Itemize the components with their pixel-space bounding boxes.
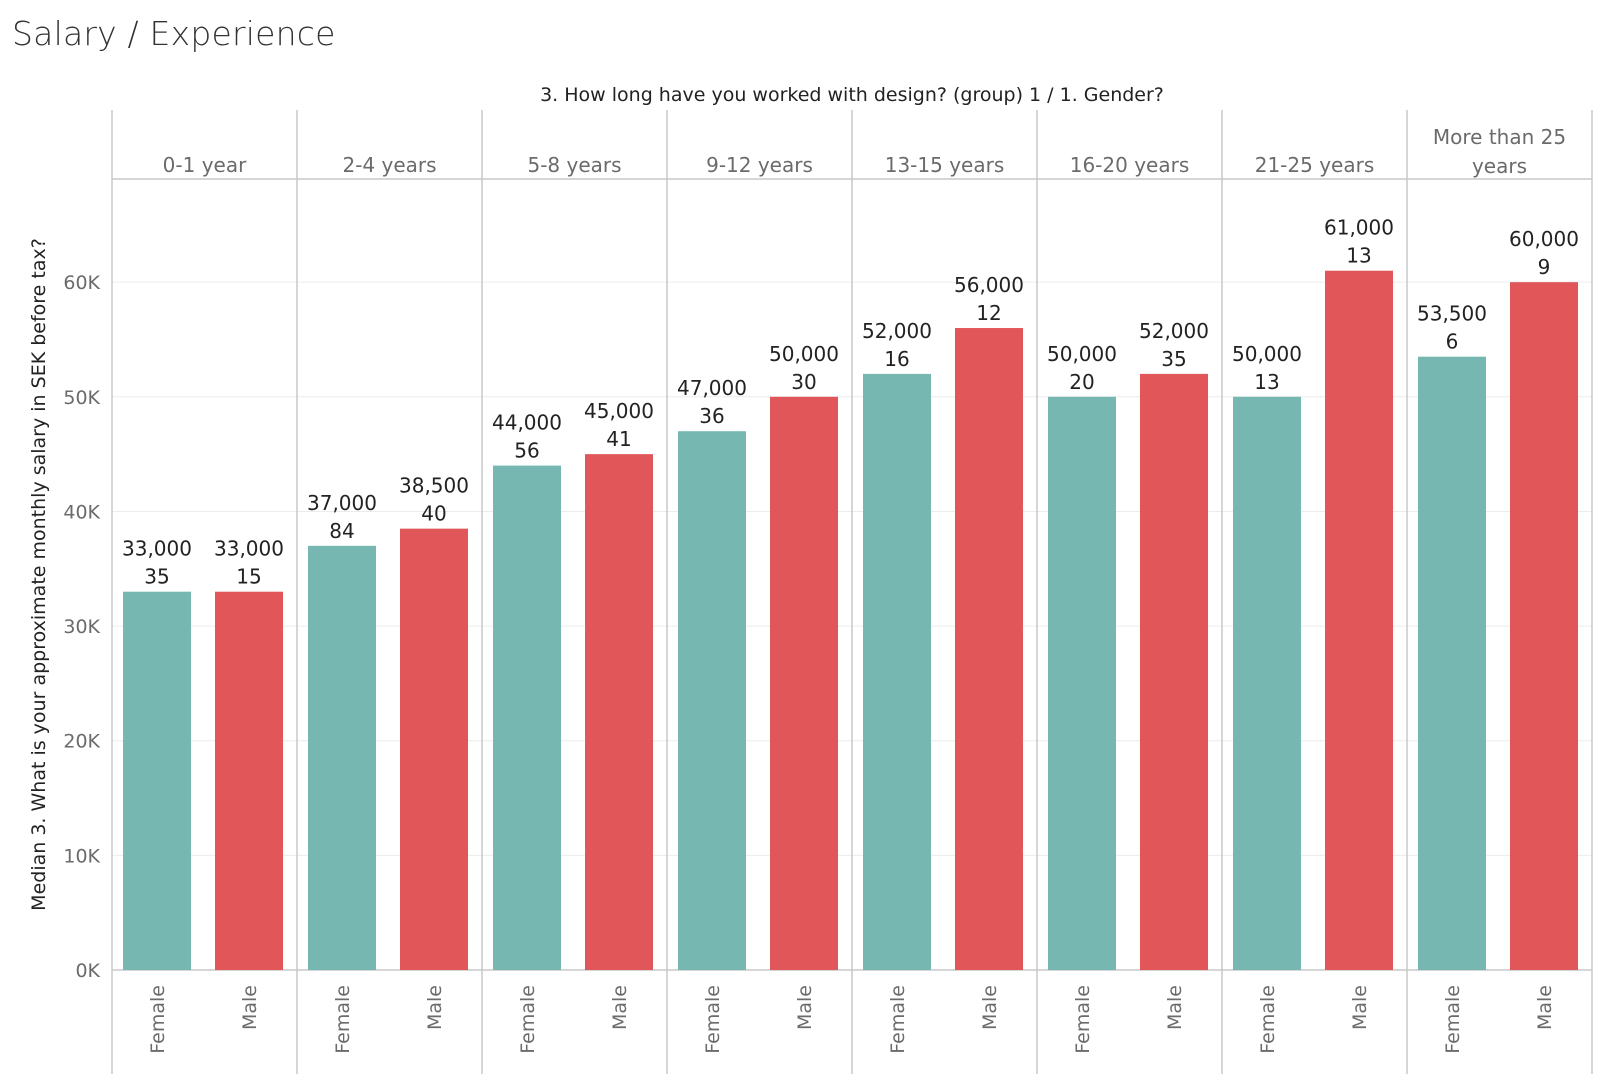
bar-value-label: 38,500 <box>399 474 469 498</box>
bar-male <box>770 396 838 970</box>
bar-count-label: 36 <box>699 404 724 428</box>
bar-male <box>585 454 653 970</box>
bar-value-label: 50,000 <box>1232 342 1302 366</box>
x-category-label: Female <box>1442 985 1464 1054</box>
bar-count-label: 16 <box>884 347 909 371</box>
bar-value-label: 53,500 <box>1417 302 1487 326</box>
x-category-label: Male <box>424 985 446 1030</box>
x-category-label: Male <box>1349 985 1371 1030</box>
bar-count-label: 13 <box>1254 370 1279 394</box>
y-tick-label: 20K <box>63 731 100 753</box>
group-header-label: 9-12 years <box>706 153 813 177</box>
x-category-label: Female <box>332 985 354 1054</box>
bar-female <box>493 465 561 970</box>
group-header-label: years <box>1472 154 1527 178</box>
y-tick-label: 60K <box>63 272 100 294</box>
group-header-label: 13-15 years <box>885 153 1005 177</box>
bar-value-label: 56,000 <box>954 273 1024 297</box>
y-tick-label: 0K <box>75 960 100 982</box>
bar-count-label: 56 <box>514 439 539 463</box>
bar-male <box>1140 373 1208 971</box>
bar-count-label: 9 <box>1538 255 1551 279</box>
x-category-label: Female <box>1072 985 1094 1054</box>
y-tick-label: 30K <box>63 616 100 638</box>
y-tick-label: 40K <box>63 501 100 523</box>
x-category-label: Female <box>517 985 539 1054</box>
bar-value-label: 33,000 <box>122 537 192 561</box>
group-header-label: 21-25 years <box>1255 153 1375 177</box>
group-header-label: 5-8 years <box>527 153 621 177</box>
group-header-label: 2-4 years <box>342 153 436 177</box>
bar-value-label: 61,000 <box>1324 216 1394 240</box>
bar-count-label: 30 <box>791 370 816 394</box>
bar-value-label: 33,000 <box>214 537 284 561</box>
bar-value-label: 60,000 <box>1509 227 1579 251</box>
bar-female <box>1233 396 1301 970</box>
x-category-label: Male <box>979 985 1001 1030</box>
bar-value-label: 44,000 <box>492 411 562 435</box>
bar-count-label: 35 <box>144 565 169 589</box>
bar-male <box>400 528 468 970</box>
page-title: Salary / Experience <box>12 14 336 53</box>
x-category-label: Male <box>239 985 261 1030</box>
bar-count-label: 6 <box>1446 330 1459 354</box>
bar-value-label: 50,000 <box>1047 342 1117 366</box>
bar-female <box>308 545 376 970</box>
bar-value-label: 52,000 <box>862 319 932 343</box>
bar-male <box>1325 270 1393 970</box>
group-header-label: 0-1 year <box>163 153 247 177</box>
x-category-label: Male <box>1534 985 1556 1030</box>
bar-count-label: 41 <box>606 427 631 451</box>
x-category-label: Female <box>702 985 724 1054</box>
chart-header-title: 3. How long have you worked with design?… <box>540 84 1164 106</box>
x-category-label: Male <box>1164 985 1186 1030</box>
bar-male <box>1510 282 1578 970</box>
bar-value-label: 45,000 <box>584 399 654 423</box>
x-category-label: Male <box>794 985 816 1030</box>
y-tick-label: 10K <box>63 845 100 867</box>
bar-value-label: 47,000 <box>677 376 747 400</box>
bar-count-label: 40 <box>421 502 446 526</box>
bar-count-label: 20 <box>1069 370 1094 394</box>
x-category-label: Male <box>609 985 631 1030</box>
bar-male <box>955 328 1023 970</box>
bar-male <box>215 591 283 970</box>
bar-female <box>863 373 931 971</box>
bar-value-label: 52,000 <box>1139 319 1209 343</box>
x-category-label: Female <box>887 985 909 1054</box>
bar-female <box>123 591 191 970</box>
y-axis-label: Median 3. What is your approximate month… <box>28 238 50 911</box>
group-header-label: 16-20 years <box>1070 153 1190 177</box>
bar-female <box>1048 396 1116 970</box>
x-category-label: Female <box>1257 985 1279 1054</box>
x-category-label: Female <box>147 985 169 1054</box>
bar-value-label: 50,000 <box>769 342 839 366</box>
bar-value-label: 37,000 <box>307 491 377 515</box>
bar-female <box>1418 356 1486 970</box>
bar-female <box>678 431 746 971</box>
bar-count-label: 84 <box>329 519 354 543</box>
bar-count-label: 12 <box>976 301 1001 325</box>
y-tick-label: 50K <box>63 387 100 409</box>
group-header-label: More than 25 <box>1433 125 1566 149</box>
bar-count-label: 13 <box>1346 244 1371 268</box>
bar-count-label: 35 <box>1161 347 1186 371</box>
bar-count-label: 15 <box>236 565 261 589</box>
